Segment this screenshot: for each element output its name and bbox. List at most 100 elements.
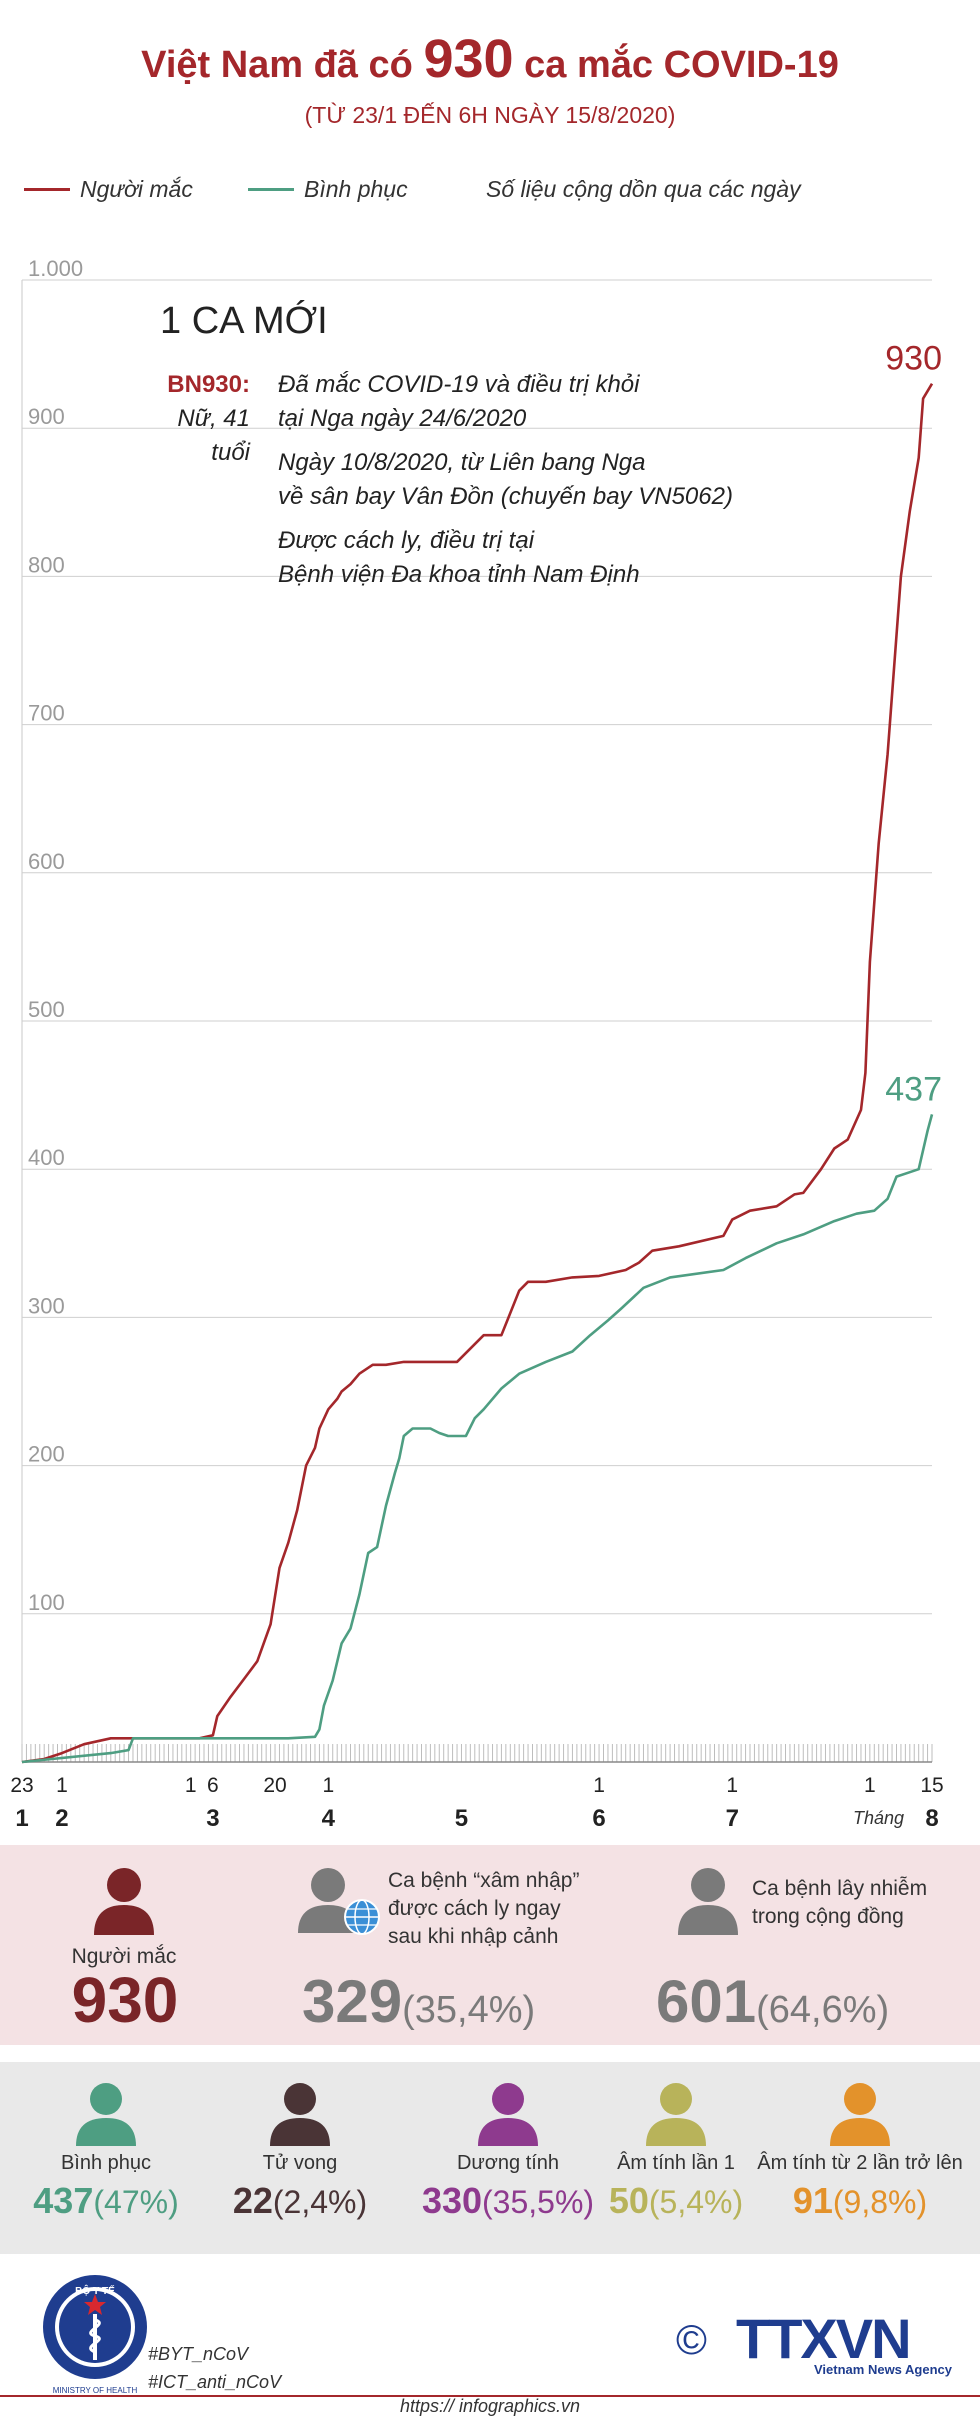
breakdown-label: Âm tính lần 1 [617,2152,735,2174]
page-title: Việt Nam đã có 930 ca mắc COVID-19 [0,28,980,90]
y-tick-label: 100 [28,1590,65,1615]
y-tick-label: 700 [28,701,65,726]
x-tick-month-label: 6 [592,1805,605,1832]
breakdown-label: Bình phục [60,2152,152,2174]
summary-panel: Người mắc 930 Ca bệnh “xâm nhập” được cá… [0,1845,980,2045]
legend-recovered-swatch [248,188,294,191]
breakdown-label: Tử vong [262,2152,338,2174]
legend-recovered: Bình phục [248,176,408,203]
x-tick-day-label: 1 [864,1774,876,1797]
cases-end-label: 930 [885,340,942,378]
detail-line: Ngày 10/8/2020, từ Liên bang Nga [278,449,646,476]
legend-cases-swatch [24,188,70,191]
community-label-line: trong cộng đồng [752,1905,904,1928]
imported-label-line: được cách ly ngay [388,1897,561,1920]
detail-line: Được cách ly, điều trị tại [278,527,535,554]
imported-pct: (35,4%) [402,1989,536,2031]
recovered-line [21,1114,934,1764]
x-tick-day-label: 1 [593,1774,605,1797]
x-tick-month-label: 7 [726,1805,739,1832]
breakdown-stat: 22(2,4%) [170,2180,430,2222]
detail-line: Bệnh viện Đa khoa tỉnh Nam Định [278,561,640,588]
breakdown-label: Âm tính từ 2 lần trở lên [757,2152,963,2174]
patient-id: BN930: [167,371,250,398]
community-label-line: Ca bệnh lây nhiễm [752,1877,928,1900]
legend-cases: Người mắc [24,176,193,203]
x-tick-day-label: 20 [263,1774,286,1797]
x-tick-day-label: 23 [10,1774,33,1797]
x-tick-day-label: 1 [726,1774,738,1797]
breakdown-pct: (2,4%) [272,2184,368,2220]
x-tick-month-label: 8 [925,1805,938,1832]
y-tick-label: 900 [28,404,65,429]
breakdown-panel: Bình phục 437(47%) Tử vong 22(2,4%) Dương tí… [0,2062,980,2254]
person-icon [270,2083,330,2146]
legend-cases-label: Người mắc [80,176,193,202]
community-stat: 601(64,6%) [656,1967,889,2036]
x-tick-month-label: 3 [206,1805,219,1832]
breakdown-item: Tử vong 22(2,4%) [200,2062,400,2254]
x-tick-day-label: 1 [56,1774,68,1797]
x-tick-month-label: 4 [322,1805,336,1832]
y-tick-label: 600 [28,849,65,874]
month-axis-label: Tháng [853,1808,904,1828]
imported-label-line: sau khi nhập cảnh [388,1925,559,1948]
total-label: Người mắc [71,1945,177,1968]
title-suffix: ca mắc COVID-19 [524,44,839,86]
community-value: 601 [656,1968,757,2035]
x-tick-month-label: 5 [455,1805,468,1832]
detail-line: tại Nga ngày 24/6/2020 [278,405,527,432]
imported-stat: 329(35,4%) [302,1967,535,2036]
breakdown-value: 22 [232,2180,273,2221]
title-prefix: Việt Nam đã có [141,44,413,86]
breakdown-pct: (5,4%) [648,2184,744,2220]
chart-grid [21,279,932,1762]
person-globe-icon [298,1868,380,1935]
person-icon [678,1868,738,1935]
x-tick-month-label: 1 [15,1805,28,1832]
y-tick-label: 300 [28,1293,65,1318]
total-value: 930 [71,1964,179,2036]
hashtag-1: #BYT_nCoV [148,2344,249,2364]
breakdown-pct: (47%) [93,2184,179,2220]
patient-block: BN930: Nữ, 41 tuổi [150,368,250,470]
agency-subtext: Vietnam News Agency [814,2362,952,2377]
breakdown-value: 330 [421,2180,483,2221]
footer-divider [0,2395,980,2397]
legend-recovered-label: Bình phục [304,176,408,202]
x-tick-day-label: 6 [207,1774,219,1797]
page-subtitle: (TỪ 23/1 ĐẾN 6H NGÀY 15/8/2020) [304,102,676,128]
legend-note: Số liệu cộng dồn qua các ngày [486,176,801,202]
y-tick-label: 800 [28,552,65,577]
hashtag-2: #ICT_anti_nCoV [148,2372,282,2392]
new-case-details: Đã mắc COVID-19 và điều trị khỏi tại Nga… [278,368,798,592]
breakdown-stat: 330(35,5%) [378,2180,638,2222]
breakdown-item: Bình phục 437(47%) [6,2062,206,2254]
footer-url: https:// infographics.vn [399,2396,581,2416]
recovered-end-label: 437 [885,1070,942,1108]
imported-label-line: Ca bệnh “xâm nhập” [388,1869,580,1892]
y-tick-label: 1.000 [28,256,83,281]
y-tick-label: 500 [28,997,65,1022]
community-label: Ca bệnh lây nhiễm trong cộng đồng [752,1875,972,1931]
x-tick-day-label: 1 [185,1774,197,1797]
person-icon [478,2083,538,2146]
breakdown-pct: (35,5%) [482,2184,595,2220]
breakdown-value: 50 [608,2180,649,2221]
y-tick-label: 400 [28,1145,65,1170]
breakdown-pct: (9,8%) [832,2184,928,2220]
y-axis-ticks: 1.000 900 800 700 600 500 400 300 200 100 [28,256,83,1615]
ministry-logo-subtext: MINISTRY OF HEALTH [52,2386,138,2395]
breakdown-item: Dương tính 330(35,5%) [408,2062,608,2254]
ministry-logo-text: BỘ Y TẾ [75,2286,115,2297]
x-tick-day-label: 15 [920,1774,943,1797]
breakdown-value: 437 [33,2180,94,2221]
agency-logo: TTXVN [736,2307,912,2370]
person-icon [646,2083,706,2146]
chart-series: 930 437 [21,340,942,1764]
breakdown-label: Dương tính [456,2152,560,2174]
imported-label: Ca bệnh “xâm nhập” được cách ly ngay sau… [388,1867,628,1951]
x-tick-day-label: 1 [322,1774,334,1797]
